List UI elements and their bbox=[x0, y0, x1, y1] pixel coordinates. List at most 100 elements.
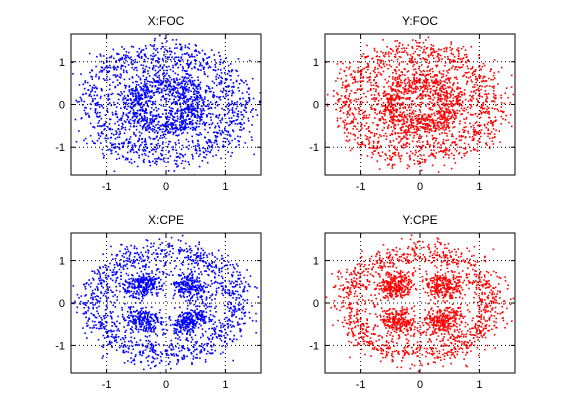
data-point bbox=[180, 122, 183, 124]
data-point bbox=[403, 79, 406, 82]
data-point bbox=[208, 107, 211, 110]
data-point bbox=[91, 76, 93, 78]
data-point bbox=[380, 74, 383, 76]
data-point bbox=[396, 83, 398, 86]
data-point bbox=[98, 120, 101, 122]
data-point bbox=[145, 85, 148, 88]
data-point bbox=[181, 291, 184, 293]
data-point bbox=[143, 78, 146, 81]
data-point bbox=[140, 106, 142, 109]
data-point bbox=[432, 120, 435, 122]
data-point bbox=[153, 320, 156, 322]
data-point bbox=[464, 122, 467, 124]
data-point bbox=[426, 86, 429, 89]
data-point bbox=[228, 117, 231, 120]
data-point bbox=[115, 150, 117, 153]
data-point bbox=[160, 125, 162, 127]
data-point bbox=[220, 76, 222, 79]
data-point bbox=[181, 123, 184, 125]
data-point bbox=[122, 126, 124, 129]
data-point bbox=[205, 105, 208, 107]
data-point bbox=[195, 149, 197, 151]
data-point bbox=[95, 108, 97, 111]
data-point bbox=[123, 132, 126, 134]
data-point bbox=[341, 107, 343, 109]
data-point bbox=[148, 150, 151, 153]
data-point bbox=[91, 100, 94, 103]
data-point bbox=[427, 94, 429, 97]
data-point bbox=[376, 103, 378, 106]
data-point bbox=[136, 69, 138, 72]
data-point bbox=[213, 82, 216, 84]
data-point bbox=[446, 82, 449, 84]
data-point bbox=[196, 120, 199, 122]
data-point bbox=[196, 107, 199, 110]
data-point bbox=[433, 137, 435, 139]
data-point bbox=[171, 123, 173, 126]
data-point bbox=[150, 107, 153, 109]
data-point bbox=[234, 122, 237, 125]
data-point bbox=[122, 101, 125, 104]
data-point bbox=[467, 111, 469, 114]
data-point bbox=[438, 104, 440, 107]
data-point bbox=[442, 75, 445, 78]
data-point bbox=[445, 132, 448, 135]
data-point bbox=[161, 242, 163, 244]
data-point bbox=[149, 118, 151, 120]
data-point bbox=[236, 101, 239, 103]
data-point bbox=[166, 125, 169, 128]
data-point bbox=[210, 305, 212, 308]
data-point bbox=[186, 319, 188, 322]
data-point bbox=[454, 66, 457, 68]
data-point bbox=[166, 78, 169, 80]
data-point bbox=[420, 71, 422, 73]
data-point bbox=[161, 88, 163, 91]
data-point bbox=[340, 109, 342, 112]
data-point bbox=[480, 129, 483, 131]
data-point bbox=[145, 78, 148, 81]
data-point bbox=[190, 84, 193, 87]
data-point bbox=[454, 95, 456, 98]
data-point bbox=[411, 61, 414, 64]
data-point bbox=[112, 146, 115, 149]
data-point bbox=[470, 79, 472, 81]
data-point bbox=[100, 104, 102, 106]
data-point bbox=[442, 87, 444, 90]
data-point bbox=[465, 126, 467, 128]
data-point bbox=[404, 105, 406, 108]
data-point bbox=[241, 113, 244, 116]
data-point bbox=[100, 117, 103, 120]
data-point bbox=[230, 301, 232, 304]
data-point bbox=[141, 94, 143, 97]
data-point bbox=[409, 158, 411, 161]
data-point bbox=[133, 89, 136, 92]
data-point bbox=[492, 78, 495, 81]
data-point bbox=[217, 117, 220, 119]
data-point bbox=[143, 327, 145, 329]
data-point bbox=[412, 121, 415, 124]
data-point bbox=[209, 113, 212, 115]
data-point bbox=[464, 147, 467, 149]
data-point bbox=[189, 320, 192, 323]
data-point bbox=[201, 105, 203, 108]
data-point bbox=[231, 311, 233, 314]
data-point bbox=[440, 115, 442, 118]
data-point bbox=[443, 88, 445, 91]
data-point bbox=[158, 74, 160, 77]
data-point bbox=[223, 127, 226, 129]
data-point bbox=[195, 148, 197, 150]
data-point bbox=[110, 150, 112, 152]
data-point bbox=[357, 106, 360, 109]
data-point bbox=[213, 59, 216, 61]
data-point bbox=[425, 58, 427, 61]
data-point bbox=[143, 158, 145, 161]
data-point bbox=[202, 109, 205, 111]
data-point bbox=[155, 364, 157, 367]
data-point bbox=[172, 78, 175, 80]
data-point bbox=[466, 65, 469, 68]
data-point bbox=[182, 120, 185, 122]
data-point bbox=[240, 79, 242, 81]
data-point bbox=[171, 39, 174, 41]
data-point bbox=[402, 125, 404, 128]
data-point bbox=[143, 104, 145, 106]
